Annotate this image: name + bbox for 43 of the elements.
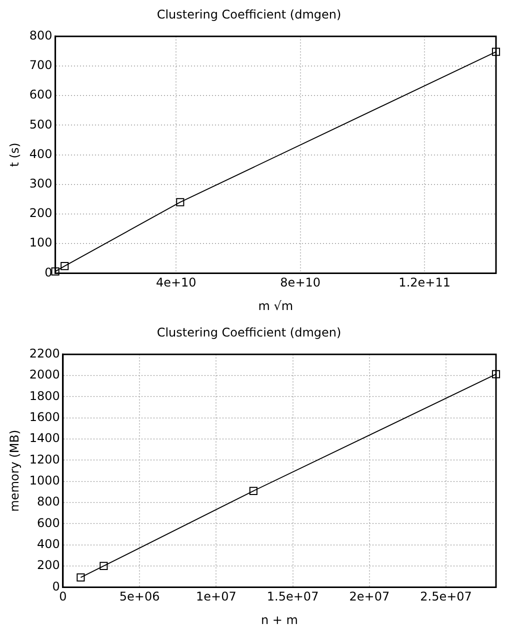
x-tick-label: 1.2e+11	[398, 276, 450, 290]
point	[60, 262, 69, 270]
point	[492, 48, 500, 56]
point	[76, 573, 85, 582]
point	[249, 486, 258, 495]
x-tick-label: 2e+07	[349, 590, 390, 604]
y-tick-label: 1400	[29, 431, 60, 446]
y-tick-label: 300	[29, 176, 52, 191]
y-tick-label: 0	[44, 265, 52, 280]
y-tick-label: 800	[37, 494, 60, 509]
x-tick-label: 4e+10	[156, 276, 196, 290]
x-axis-title: m √m	[258, 298, 294, 313]
y-tick-label: 700	[29, 58, 52, 72]
y-tick-label: 400	[37, 537, 60, 551]
y-tick-label: 1200	[29, 452, 60, 466]
chart-title: Clustering Coefficient (dmgen)	[156, 325, 342, 340]
point	[51, 267, 60, 276]
point	[100, 562, 108, 570]
chart-title: Clustering Coefficient (dmgen)	[156, 7, 342, 22]
y-tick-label: 600	[37, 516, 60, 530]
y-tick-label: 1000	[29, 474, 60, 488]
y-tick-label: 2200	[29, 346, 60, 361]
y-tick-label: 400	[29, 146, 52, 161]
x-tick-label: 1.5e+07	[266, 590, 319, 604]
point	[492, 370, 500, 378]
y-axis-title: t (s)	[7, 142, 22, 167]
y-tick-label: 0	[52, 579, 60, 594]
y-tick-label: 1800	[29, 388, 60, 403]
x-tick-label: 5e+06	[119, 590, 160, 604]
point	[176, 198, 184, 206]
y-tick-label: 500	[29, 117, 52, 132]
y-tick-label: 600	[29, 88, 52, 102]
y-tick-label: 200	[37, 558, 60, 572]
y-tick-label: 800	[29, 28, 52, 43]
y-tick-label: 200	[29, 206, 52, 220]
x-tick-label: 8e+10	[280, 276, 321, 290]
y-tick-label: 2000	[29, 368, 60, 382]
x-tick-label: 2.5e+07	[420, 590, 472, 604]
x-axis-title: n + m	[260, 612, 298, 627]
x-tick-label: 1e+07	[196, 590, 236, 604]
y-tick-label: 100	[29, 236, 52, 250]
y-axis-title: memory (MB)	[7, 430, 22, 512]
y-tick-label: 1600	[29, 410, 60, 424]
